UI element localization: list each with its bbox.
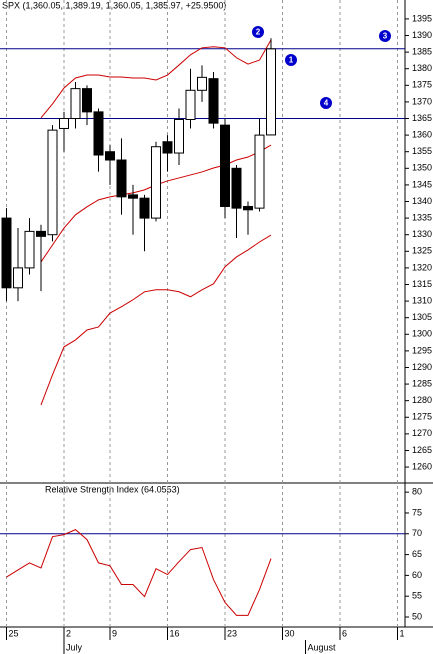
y-tick-label: 1370: [412, 96, 432, 106]
candle-body: [254, 134, 265, 209]
candle-body: [93, 111, 104, 156]
y-tick-label: 1300: [412, 329, 432, 339]
y-tick-label: 1335: [412, 212, 432, 222]
candle-body: [116, 159, 127, 198]
candle-body: [220, 124, 230, 207]
candle-body: [59, 118, 69, 129]
x-tick-label: 9: [112, 628, 117, 638]
x-tick-label: 2: [66, 628, 71, 638]
y-tick-label: 1320: [412, 262, 432, 272]
candle-body: [266, 48, 276, 136]
candle-body: [128, 194, 138, 199]
annotation-label: 1: [289, 56, 294, 65]
candle-body: [13, 267, 23, 289]
y-tick-label: 1280: [412, 395, 432, 405]
y-tick-label: 55: [412, 591, 422, 601]
y-tick-label: 1390: [412, 30, 432, 40]
y-tick-label: 1290: [412, 362, 432, 372]
y-tick-label: 1265: [412, 445, 432, 455]
candle-body: [151, 146, 161, 219]
month-label: August: [308, 642, 337, 652]
y-tick-label: 75: [412, 507, 422, 517]
y-tick-label: 1275: [412, 412, 432, 422]
candle-body: [197, 76, 207, 91]
x-tick-label: 6: [342, 628, 347, 638]
y-tick-label: 1345: [412, 179, 432, 189]
y-tick-label: 1360: [412, 129, 432, 139]
y-tick-label: 1355: [412, 146, 432, 156]
x-tick-label: 16: [170, 628, 180, 638]
chart-title: SPX (1,360.05, 1,389.19, 1,360.05, 1,385…: [2, 0, 226, 10]
candle-body: [231, 167, 242, 209]
x-tick-label: 25: [9, 628, 19, 638]
candle-body: [36, 230, 46, 237]
annotation-label: 3: [383, 32, 388, 41]
y-tick-label: 65: [412, 549, 422, 559]
candle-body: [162, 141, 173, 154]
candle-body: [174, 119, 184, 154]
candle-body: [139, 197, 150, 219]
y-tick-label: 1350: [412, 163, 432, 173]
y-tick-label: 1270: [412, 428, 432, 438]
y-tick-label: 1260: [412, 461, 432, 471]
y-tick-label: 1365: [412, 113, 432, 123]
y-tick-label: 50: [412, 611, 422, 621]
band-line: [40, 234, 272, 406]
y-tick-label: 1380: [412, 63, 432, 73]
y-tick-label: 1330: [412, 229, 432, 239]
x-tick-label: 30: [285, 628, 295, 638]
annotation-label: 2: [256, 28, 261, 37]
candle-body: [105, 151, 115, 161]
y-tick-label: 1385: [412, 46, 432, 56]
y-tick-label: 1325: [412, 246, 432, 256]
y-tick-label: 1305: [412, 312, 432, 322]
y-tick-label: 1395: [412, 13, 432, 23]
annotation-marker: [379, 30, 391, 42]
y-tick-label: 1315: [412, 279, 432, 289]
y-tick-label: 1375: [412, 80, 432, 90]
y-tick-label: 60: [412, 570, 422, 580]
candle-body: [243, 205, 253, 211]
band-line: [40, 39, 272, 119]
x-tick-label: 23: [227, 628, 237, 638]
annotation-marker: [252, 26, 264, 38]
candle-body: [1, 217, 12, 289]
y-tick-label: 1340: [412, 196, 432, 206]
y-tick-label: 1285: [412, 378, 432, 388]
candle-body: [70, 88, 81, 120]
candle-body: [208, 78, 219, 124]
candle-body: [24, 230, 35, 269]
annotation-marker: [320, 97, 332, 109]
annotation-marker: [285, 54, 297, 66]
candle-body: [82, 88, 92, 113]
y-tick-label: 1295: [412, 345, 432, 355]
rsi-title: Relative Strength Index (64.0553): [45, 484, 180, 494]
rsi-line: [6, 529, 272, 616]
y-tick-label: 80: [412, 487, 422, 497]
month-label: July: [66, 642, 83, 652]
y-tick-label: 70: [412, 528, 422, 538]
x-tick-label: 1: [400, 628, 405, 638]
y-tick-label: 1310: [412, 295, 432, 305]
candle-body: [185, 89, 196, 121]
annotation-label: 4: [324, 99, 329, 108]
candle-body: [47, 129, 58, 236]
